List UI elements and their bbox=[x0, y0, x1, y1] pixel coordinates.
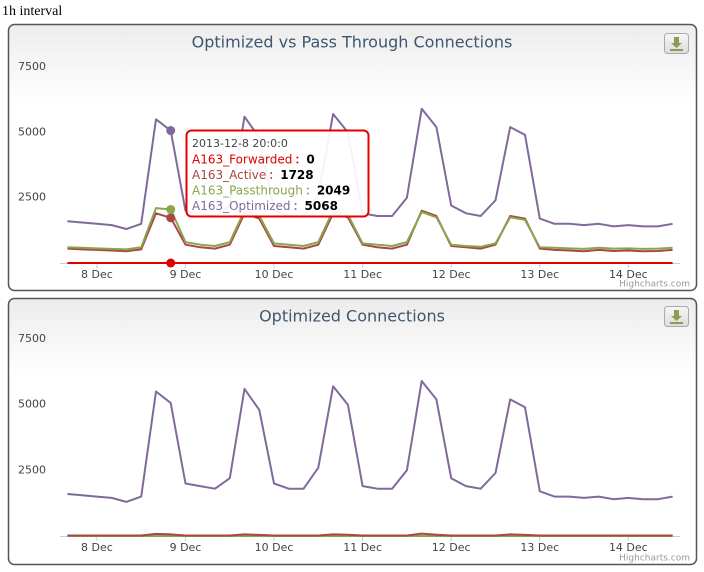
y-tick-label: 7500 bbox=[18, 332, 46, 345]
tooltip-name: A163_Active bbox=[192, 168, 266, 182]
y-tick-label: 5000 bbox=[18, 125, 46, 138]
y-tick-label: 2500 bbox=[18, 191, 46, 204]
credits: Highcharts.com bbox=[619, 554, 690, 564]
y-tick-label: 7500 bbox=[18, 60, 46, 73]
series-line bbox=[67, 532, 673, 537]
x-tick-label: 10 Dec bbox=[255, 268, 294, 281]
x-tick-label: 14 Dec bbox=[609, 268, 648, 281]
x-tick-label: 8 Dec bbox=[81, 268, 113, 281]
hover-marker bbox=[166, 204, 176, 214]
series-line bbox=[67, 380, 673, 503]
credits: Highcharts.com bbox=[619, 280, 690, 290]
tooltip-header: 2013-12-8 20:0:0 bbox=[192, 137, 288, 150]
tooltip-colon bbox=[270, 172, 273, 174]
chart-title: Optimized vs Pass Through Connections bbox=[192, 33, 513, 52]
tooltip-name: A163_Forwarded bbox=[192, 153, 292, 167]
x-tick-label: 13 Dec bbox=[520, 268, 559, 281]
tooltip-value: 0 bbox=[306, 153, 314, 167]
tooltip-colon bbox=[270, 177, 273, 179]
tooltip-value: 2049 bbox=[317, 184, 350, 198]
x-tick-label: 11 Dec bbox=[343, 541, 382, 554]
x-tick-label: 8 Dec bbox=[81, 541, 113, 554]
tooltip-value: 5068 bbox=[305, 199, 338, 213]
x-tick-label: 9 Dec bbox=[170, 541, 202, 554]
tooltip-name: A163_Optimized bbox=[192, 199, 291, 213]
tooltip-colon bbox=[294, 203, 297, 205]
y-tick-label: 5000 bbox=[18, 398, 46, 411]
x-tick-label: 12 Dec bbox=[432, 541, 471, 554]
chart-title: Optimized Connections bbox=[259, 307, 445, 326]
x-tick-label: 13 Dec bbox=[520, 541, 559, 554]
tooltip-colon bbox=[296, 161, 299, 164]
hover-marker bbox=[166, 258, 176, 268]
x-tick-label: 14 Dec bbox=[609, 541, 648, 554]
export-button[interactable] bbox=[664, 33, 689, 54]
hover-marker bbox=[166, 126, 176, 136]
tooltip-colon bbox=[296, 156, 299, 159]
tooltip-value: 1728 bbox=[280, 168, 313, 182]
tooltip: 2013-12-8 20:0:0 A163_Forwarded 0 A163_Acti… bbox=[185, 129, 370, 218]
x-tick-label: 9 Dec bbox=[170, 268, 202, 281]
tooltip-box bbox=[185, 129, 370, 218]
y-tick-label: 2500 bbox=[18, 463, 46, 476]
hover-marker bbox=[166, 213, 176, 223]
export-button[interactable] bbox=[664, 306, 689, 327]
tooltip-name: A163_Passthrough bbox=[192, 184, 303, 198]
chart-frame bbox=[7, 23, 698, 566]
tooltip-colon bbox=[306, 187, 309, 190]
tooltip-colon bbox=[294, 208, 297, 210]
tooltip-colon bbox=[306, 192, 309, 195]
x-tick-label: 12 Dec bbox=[432, 268, 471, 281]
caption: 1h interval bbox=[2, 4, 62, 19]
x-tick-label: 11 Dec bbox=[343, 268, 382, 281]
x-tick-label: 10 Dec bbox=[255, 541, 294, 554]
